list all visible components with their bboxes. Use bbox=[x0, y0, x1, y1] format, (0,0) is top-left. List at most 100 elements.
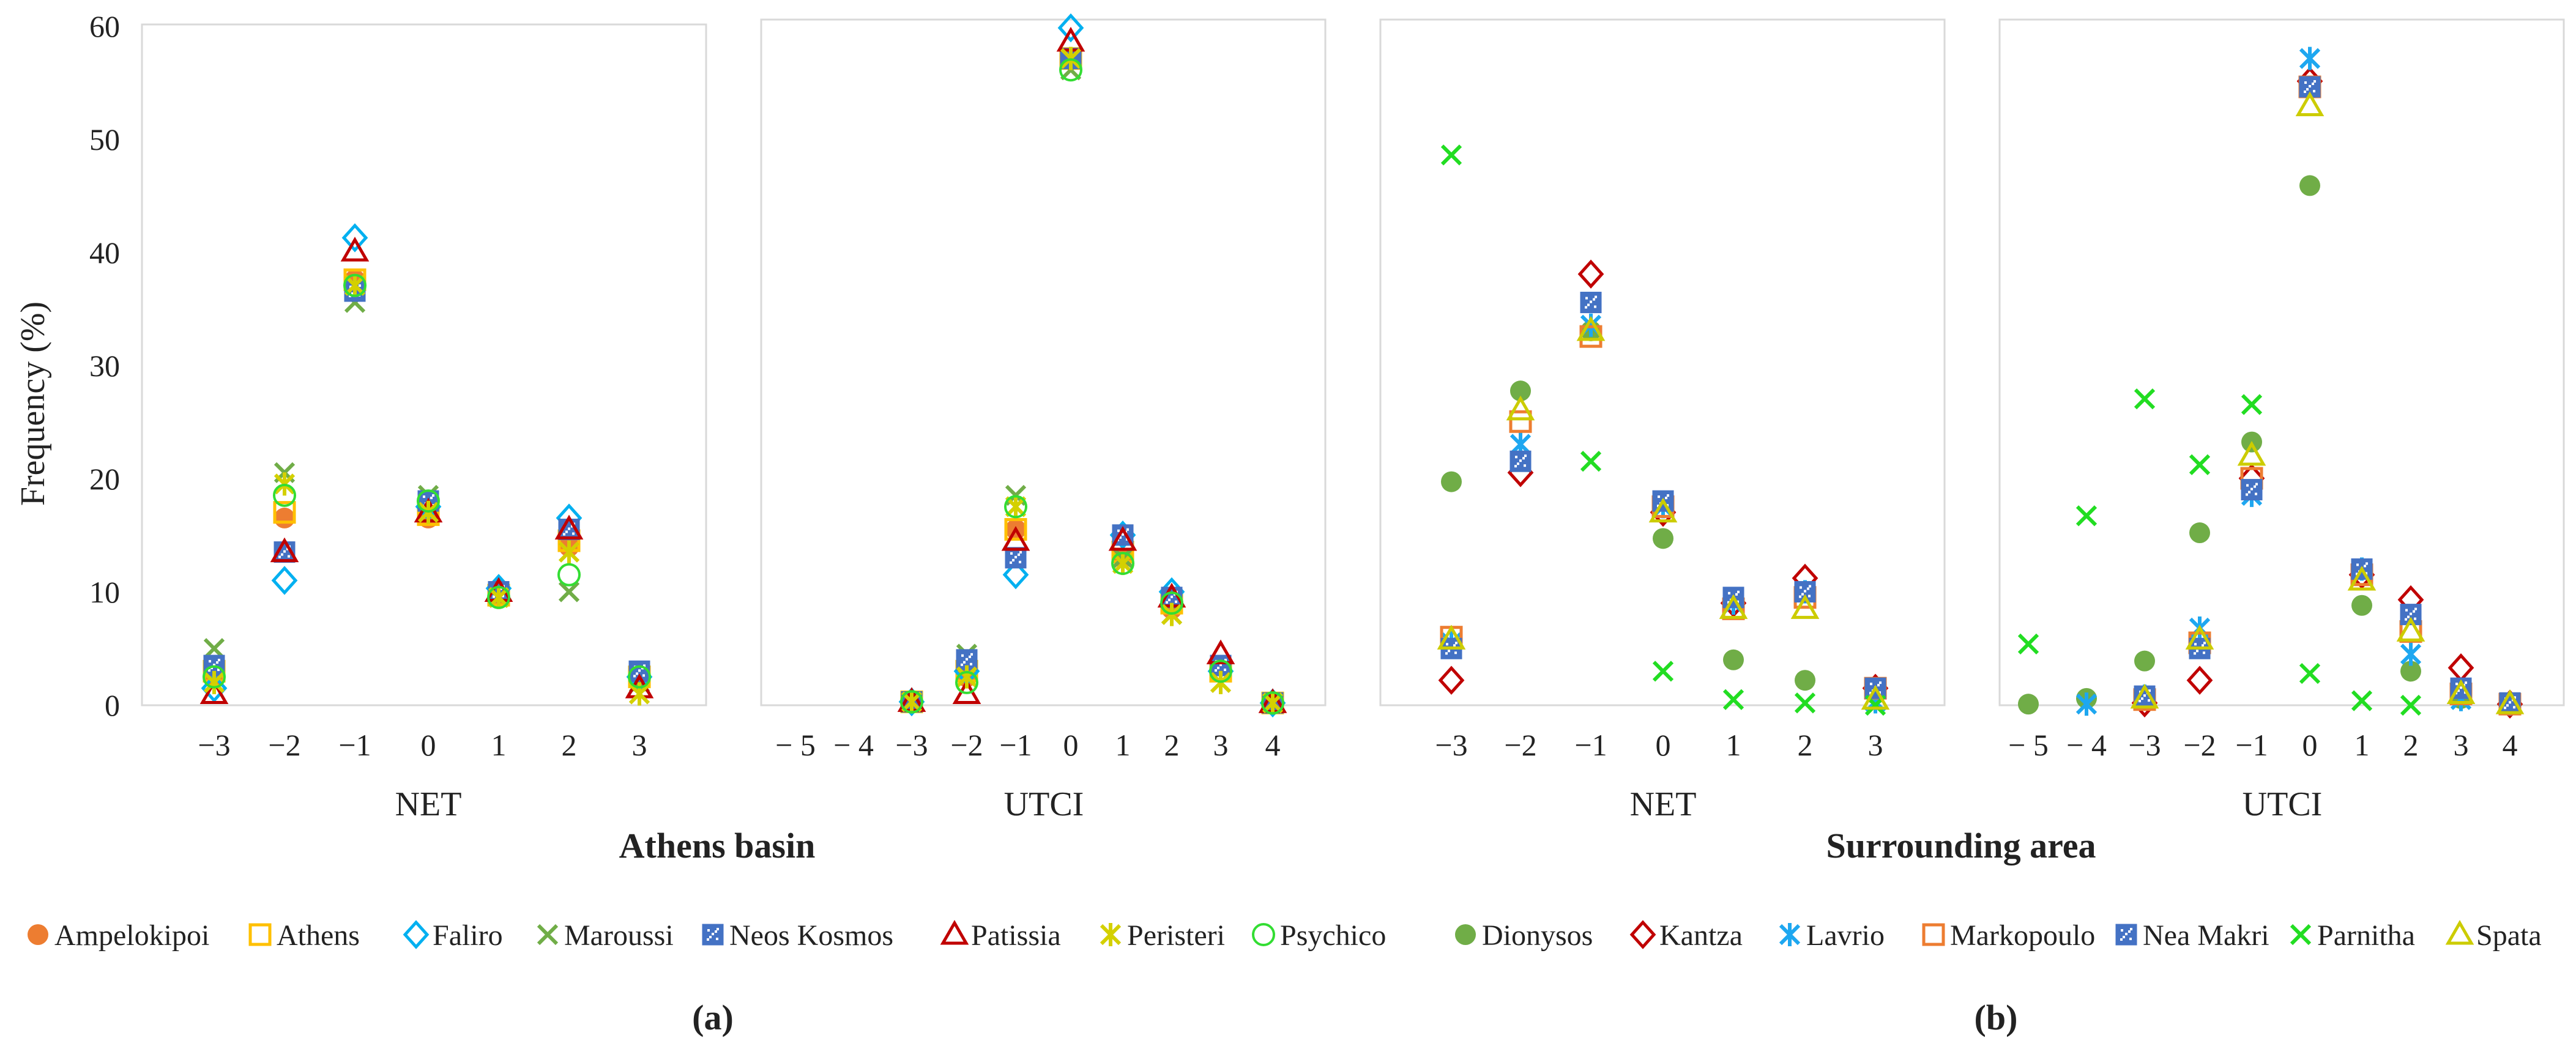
point-dionysos--2 bbox=[2189, 522, 2210, 544]
legend-label-faliro: Faliro bbox=[433, 919, 503, 952]
point-lavrio--4 bbox=[2075, 692, 2098, 716]
point-faliro--1 bbox=[341, 223, 368, 253]
point-patissia--2 bbox=[270, 537, 299, 563]
y-axis-label: Frequency (%) bbox=[14, 302, 52, 506]
point-nea-makri--1 bbox=[2241, 479, 2263, 501]
y-tick-30: 30 bbox=[89, 349, 120, 383]
point-dionysos--3 bbox=[2134, 650, 2155, 672]
point-spata-0 bbox=[1648, 497, 1678, 523]
plot-frame-surrounding-net bbox=[1379, 18, 1946, 706]
x-tick: −3 bbox=[2128, 728, 2161, 762]
point-peristeri--3 bbox=[901, 690, 923, 714]
point-psychico--3 bbox=[900, 690, 923, 714]
point-dionysos-1 bbox=[1723, 649, 1744, 670]
point-maroussi-2 bbox=[558, 581, 580, 602]
legend-marker-neos-kosmos bbox=[702, 924, 724, 946]
group-label-surrounding-area: Surrounding area bbox=[1826, 826, 2096, 866]
point-psychico-1 bbox=[1111, 552, 1134, 576]
x-tick: −2 bbox=[268, 728, 300, 762]
panel-1-markers bbox=[897, 13, 1287, 718]
panel-0-markers bbox=[199, 223, 654, 706]
x-tick: −2 bbox=[1504, 728, 1536, 762]
legend-marker-faliro bbox=[403, 920, 430, 949]
x-tick: −1 bbox=[1574, 728, 1607, 762]
x-tick: −3 bbox=[198, 728, 230, 762]
legend-label-dionysos: Dionysos bbox=[1482, 919, 1593, 952]
y-tick-50: 50 bbox=[89, 122, 120, 157]
x-tick: −2 bbox=[2183, 728, 2216, 762]
x-axis-label-athens-net: NET bbox=[395, 785, 462, 823]
point-psychico-0 bbox=[417, 489, 440, 513]
point-faliro-0 bbox=[1057, 13, 1084, 43]
legend-label-psychico: Psychico bbox=[1280, 919, 1386, 952]
point-spata--1 bbox=[1576, 316, 1606, 341]
point-psychico-3 bbox=[628, 665, 651, 689]
y-tick-40: 40 bbox=[89, 235, 120, 270]
legend-marker-markopoulo bbox=[1922, 923, 1945, 946]
x-tick: 2 bbox=[1164, 728, 1180, 762]
x-tick: −3 bbox=[895, 728, 928, 762]
legend-label-maroussi: Maroussi bbox=[564, 919, 674, 952]
point-dionysos--3 bbox=[1441, 471, 1462, 492]
point-parnitha--2 bbox=[2189, 454, 2211, 475]
x-axis-label-surrounding-utci: UTCI bbox=[2243, 785, 2323, 823]
point-psychico--3 bbox=[203, 665, 226, 689]
legend-label-lavrio: Lavrio bbox=[1806, 919, 1885, 952]
plot-frame-athens-net bbox=[141, 23, 707, 706]
point-spata--2 bbox=[1506, 395, 1535, 421]
group-label-athens-basin: Athens basin bbox=[619, 826, 816, 866]
legend-marker-patissia bbox=[940, 919, 969, 945]
point-kantza--1 bbox=[1577, 259, 1604, 289]
panel-label-a: (a) bbox=[692, 998, 734, 1037]
point-nea-makri--2 bbox=[1509, 450, 1532, 472]
legend-label-neos-kosmos: Neos Kosmos bbox=[729, 919, 893, 952]
point-peristeri--3 bbox=[203, 670, 225, 694]
point-spata-1 bbox=[2347, 565, 2377, 591]
point-parnitha--1 bbox=[1580, 451, 1602, 472]
point-parnitha--3 bbox=[2134, 388, 2156, 410]
x-tick: 4 bbox=[2503, 728, 2518, 762]
point-spata-2 bbox=[2396, 617, 2425, 642]
point-athens--2 bbox=[273, 501, 296, 524]
point-dionysos--2 bbox=[1510, 380, 1531, 402]
x-tick: 0 bbox=[1063, 728, 1079, 762]
point-psychico-4 bbox=[1261, 691, 1284, 715]
x-axis-label-athens-utci: UTCI bbox=[1004, 785, 1084, 823]
legend-marker-spata bbox=[2445, 919, 2474, 945]
x-tick-labels-surrounding-net: −3 −2 −1 0 1 2 3 bbox=[1435, 728, 1883, 762]
point-dionysos--5 bbox=[2018, 694, 2039, 715]
point-parnitha-1 bbox=[1722, 689, 1744, 710]
x-tick: 4 bbox=[1265, 728, 1281, 762]
x-tick-labels-surrounding-utci: − 5 − 4 −3 −2 −1 0 1 2 3 4 bbox=[2008, 728, 2517, 762]
point-psychico-2 bbox=[557, 563, 581, 587]
point-spata--2 bbox=[2185, 625, 2214, 650]
point-parnitha--1 bbox=[2241, 394, 2263, 415]
x-tick: −1 bbox=[338, 728, 371, 762]
point-dionysos-0 bbox=[2299, 175, 2320, 196]
point-parnitha--4 bbox=[2075, 505, 2098, 527]
point-kantza--2 bbox=[2186, 665, 2213, 695]
legend-marker-peristeri bbox=[1100, 923, 1122, 946]
y-tick-10: 10 bbox=[89, 575, 120, 609]
x-tick: 3 bbox=[2454, 728, 2469, 762]
legend-marker-kantza bbox=[1629, 920, 1656, 949]
point-patissia-2 bbox=[554, 514, 584, 539]
point-faliro--1 bbox=[1002, 560, 1029, 590]
point-peristeri--2 bbox=[956, 665, 978, 689]
legend-marker-maroussi bbox=[537, 924, 559, 946]
point-patissia-1 bbox=[1108, 526, 1137, 551]
x-tick: 3 bbox=[1868, 728, 1883, 762]
point-lavrio-0 bbox=[2299, 46, 2321, 70]
point-spata-3 bbox=[1861, 684, 1890, 710]
panel-label-b: (b) bbox=[1975, 998, 2018, 1037]
y-tick-20: 20 bbox=[89, 462, 120, 496]
x-tick: 2 bbox=[1798, 728, 1813, 762]
point-markopoulo--2 bbox=[1509, 410, 1532, 433]
x-tick: −2 bbox=[950, 728, 983, 762]
point-faliro--2 bbox=[271, 566, 298, 595]
point-psychico-3 bbox=[1209, 659, 1232, 683]
legend-marker-parnitha bbox=[2290, 924, 2312, 946]
point-spata--3 bbox=[2130, 683, 2159, 709]
point-parnitha-1 bbox=[2351, 690, 2373, 711]
point-psychico--2 bbox=[955, 670, 978, 694]
